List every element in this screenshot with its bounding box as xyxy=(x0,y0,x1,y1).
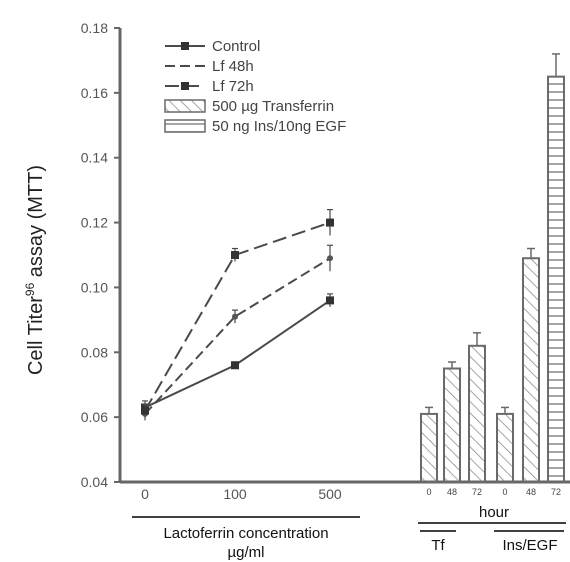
data-point xyxy=(141,406,149,415)
bar xyxy=(547,75,565,484)
legend-label: 50 ng Ins/10ng EGF xyxy=(212,118,346,135)
axes xyxy=(118,28,570,484)
y-axis-label: Cell Titer96 assay (MTT) xyxy=(23,165,47,375)
legend-marker xyxy=(181,82,189,90)
bottom-labels: Lactoferrin concentration µg/ml hour Tf Ins/… xyxy=(132,504,566,561)
insegf-group-label: Ins/EGF xyxy=(502,537,557,554)
data-point xyxy=(326,218,334,227)
series-line xyxy=(144,257,331,415)
y-tick-label: 0.08 xyxy=(81,344,108,360)
legend-bar-swatch xyxy=(164,99,206,113)
x-tick-label: 0 xyxy=(141,486,149,502)
y-label-suffix: assay (MTT) xyxy=(25,165,47,283)
y-tick-label: 0.16 xyxy=(81,85,108,101)
legend-marker xyxy=(181,42,189,50)
y-label-sup: 96 xyxy=(23,282,37,296)
legend-bar-swatch xyxy=(164,119,206,133)
data-point xyxy=(231,361,239,370)
bar xyxy=(496,412,514,483)
y-tick-label: 0.14 xyxy=(81,150,108,166)
y-tick-label: 0.10 xyxy=(81,279,108,295)
data-point xyxy=(232,313,238,320)
hour-tick-label: 72 xyxy=(472,487,482,497)
bar xyxy=(522,257,540,483)
legend-label: 500 µg Transferrin xyxy=(212,98,334,115)
y-tick-label: 0.06 xyxy=(81,409,108,425)
legend-label: Lf 48h xyxy=(212,58,254,75)
series-line xyxy=(144,221,331,412)
data-point xyxy=(327,255,333,262)
y-tick-label: 0.04 xyxy=(81,474,108,490)
x-tick-label: 100 xyxy=(223,486,247,502)
y-ticks: 0.04 0.06 0.08 0.10 0.12 0.14 0.16 0.18 xyxy=(81,20,120,490)
hour-tick-label: 72 xyxy=(551,487,561,497)
bar xyxy=(443,367,461,483)
tf-group-label: Tf xyxy=(431,537,445,554)
x-ticks: 0 100 500 0 48 72 0 48 72 xyxy=(141,486,561,502)
y-tick-label: 0.18 xyxy=(81,20,108,36)
legend-label: Lf 72h xyxy=(212,78,254,95)
y-label-main: Cell Titer xyxy=(25,296,47,375)
data-point xyxy=(231,251,239,259)
x-tick-label: 500 xyxy=(318,486,342,502)
data-point xyxy=(326,296,334,305)
lines xyxy=(141,209,334,421)
hour-tick-label: 0 xyxy=(426,487,431,497)
hour-tick-label: 48 xyxy=(447,487,457,497)
legend-label: Control xyxy=(212,38,260,55)
legend: Control Lf 48h Lf 72h 500 µg Transferrin 50 … xyxy=(164,38,346,135)
hour-tick-label: 0 xyxy=(502,487,507,497)
bar xyxy=(468,344,486,483)
y-axis-label-text: Cell Titer96 assay (MTT) xyxy=(23,165,47,375)
bar xyxy=(420,412,438,483)
bars xyxy=(420,53,565,484)
hour-tick-label: 48 xyxy=(526,487,536,497)
hour-label: hour xyxy=(479,504,509,521)
y-tick-label: 0.12 xyxy=(81,215,108,231)
x-axis-label-line2: µg/ml xyxy=(228,544,265,561)
x-axis-label-line1: Lactoferrin concentration xyxy=(163,525,328,542)
